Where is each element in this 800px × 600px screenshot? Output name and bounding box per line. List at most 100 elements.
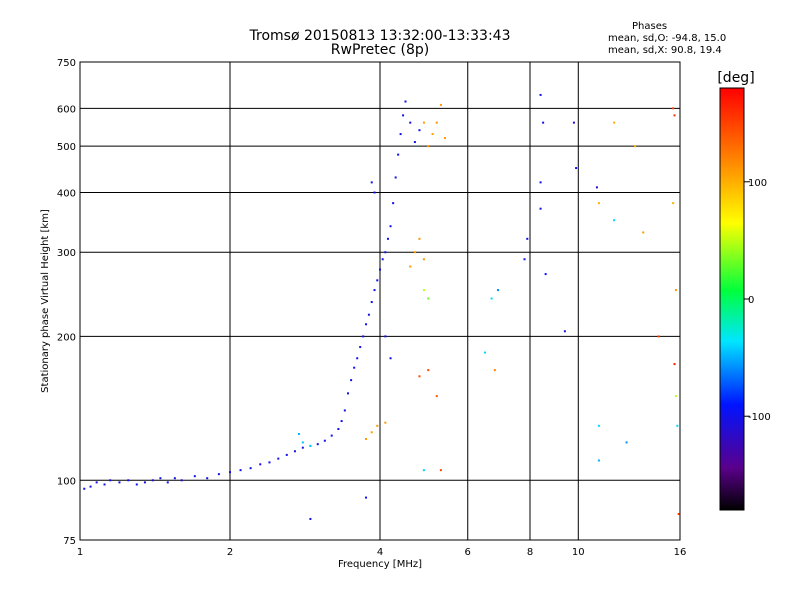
data-point	[409, 121, 412, 124]
x-tick-label: 4	[377, 547, 383, 558]
data-point	[431, 133, 434, 136]
data-point	[268, 461, 271, 464]
data-point	[384, 251, 387, 254]
colorbar-tick-label: 0	[748, 295, 754, 306]
data-point	[496, 289, 499, 292]
data-point	[657, 335, 660, 338]
data-point	[539, 93, 542, 96]
data-point	[427, 369, 430, 372]
data-point	[418, 129, 421, 132]
data-point	[166, 481, 169, 484]
data-point	[402, 114, 405, 117]
data-point	[259, 463, 262, 466]
data-point	[127, 479, 130, 482]
data-point	[673, 363, 676, 366]
data-point	[676, 424, 679, 427]
data-point	[493, 369, 496, 372]
y-axis-ticks: 75 100 200 300 400 500 600 750	[57, 58, 76, 547]
data-point	[613, 121, 616, 124]
data-point	[674, 289, 677, 292]
data-point	[362, 335, 365, 338]
x-axis-label: Frequency [MHz]	[338, 559, 422, 570]
x-tick-label: 8	[527, 547, 533, 558]
data-point	[229, 471, 231, 474]
data-point	[95, 481, 98, 484]
data-point	[439, 469, 442, 472]
data-point	[439, 103, 442, 106]
data-points	[83, 93, 680, 520]
data-point	[413, 141, 416, 144]
data-point	[301, 441, 304, 444]
y-tick-label: 600	[57, 104, 76, 115]
data-point	[343, 409, 346, 412]
data-point	[376, 424, 379, 427]
data-point	[309, 517, 312, 520]
data-point	[572, 121, 575, 124]
data-point	[365, 496, 368, 499]
data-point	[206, 477, 209, 480]
data-point	[435, 121, 438, 124]
data-point	[316, 443, 319, 446]
data-point	[370, 181, 373, 184]
data-point	[539, 207, 542, 210]
data-point	[173, 477, 176, 480]
data-point	[285, 453, 288, 456]
data-point	[373, 191, 376, 194]
data-point	[356, 357, 359, 360]
data-point	[539, 181, 542, 184]
phases-stats-x: mean, sd,X: 90.8, 19.4	[608, 45, 722, 56]
data-point	[613, 219, 616, 222]
data-point	[277, 457, 280, 460]
y-tick-label: 75	[63, 536, 76, 547]
y-axis-label: Stationary phase Virtual Height [km]	[40, 209, 51, 393]
phases-heading: Phases	[632, 21, 667, 32]
data-point	[193, 475, 196, 478]
data-point	[309, 444, 312, 447]
data-point	[337, 428, 340, 431]
colorbar-ticks: 100 0 -100	[744, 178, 771, 423]
data-point	[379, 268, 381, 271]
data-point	[217, 473, 220, 476]
data-point	[394, 176, 397, 179]
x-tick-label: 2	[227, 547, 233, 558]
data-point	[672, 107, 675, 110]
data-point	[597, 202, 600, 205]
data-point	[389, 225, 392, 228]
data-point	[597, 459, 600, 462]
chart-subtitle: RwPretec (8p)	[331, 42, 429, 58]
y-tick-label: 100	[57, 476, 76, 487]
data-point	[151, 479, 154, 482]
data-point	[523, 258, 526, 261]
data-point	[542, 121, 545, 124]
data-point	[625, 441, 628, 444]
y-tick-label: 300	[57, 248, 76, 259]
data-point	[340, 420, 343, 423]
data-point	[392, 202, 395, 205]
colorbar-tick-label: 100	[748, 178, 767, 189]
data-point	[384, 335, 387, 338]
data-point	[404, 100, 407, 103]
data-point	[575, 167, 578, 170]
data-point	[180, 479, 183, 482]
colorbar	[719, 87, 745, 511]
phases-stats-o: mean, sd,O: -94.8, 15.0	[608, 33, 726, 44]
data-point	[353, 366, 356, 369]
data-point	[346, 392, 349, 395]
data-point	[397, 153, 400, 156]
x-tick-label: 6	[465, 547, 471, 558]
data-point	[672, 202, 675, 205]
data-point	[409, 265, 412, 268]
chart-title: Tromsø 20150813 13:32:00-13:33:43	[249, 28, 511, 44]
data-point	[544, 273, 547, 276]
data-point	[422, 289, 425, 292]
data-point	[484, 351, 487, 354]
y-tick-label: 200	[57, 332, 76, 343]
data-point	[293, 450, 296, 453]
data-point	[118, 481, 121, 484]
data-point	[674, 395, 677, 398]
data-point	[367, 313, 370, 316]
data-point	[376, 279, 379, 282]
data-point	[301, 446, 304, 449]
y-tick-label: 750	[57, 58, 76, 69]
